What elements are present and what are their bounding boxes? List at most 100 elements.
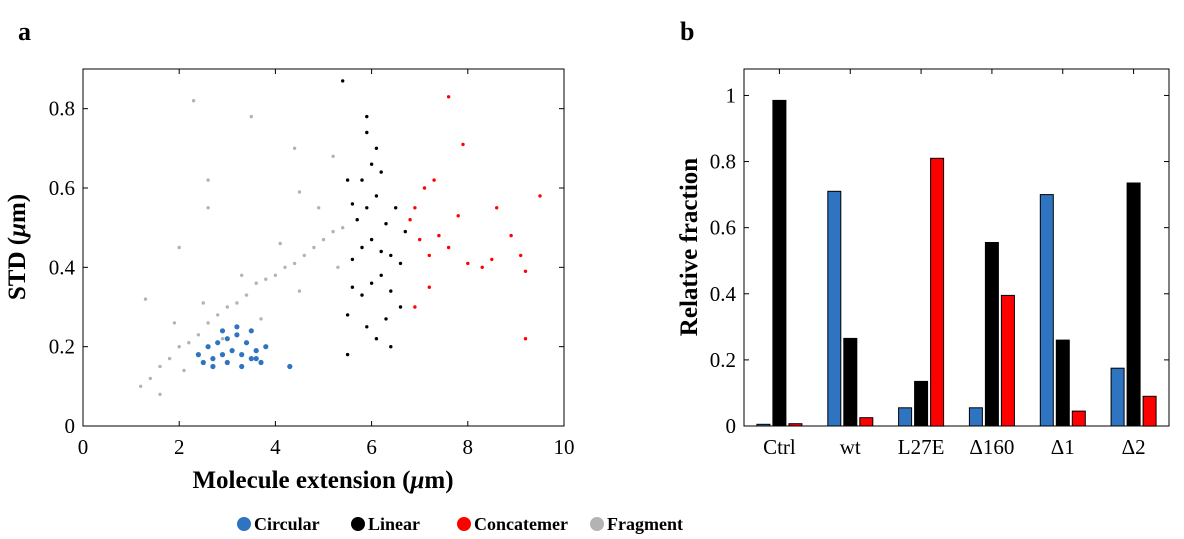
scatter-point-fragment xyxy=(331,229,335,234)
scatter-point-circular xyxy=(239,363,245,370)
scatter-point-linear xyxy=(350,257,355,262)
scatter-point-circular xyxy=(253,348,259,354)
scatter-point-circular xyxy=(234,332,240,338)
scatter-point-fragment xyxy=(220,337,225,341)
scatter-point-fragment xyxy=(317,206,321,210)
scatter-point-circular xyxy=(248,328,254,334)
scatter-y-tick-label: 0.8 xyxy=(49,97,75,121)
scatter-y-tick-label: 0.2 xyxy=(49,335,75,359)
bar-ticks-layer: Ctrl wt L27E Δ160 Δ1 Δ2 0 0.2 0.4 0.6 0.8 1 xyxy=(710,69,1169,459)
scatter-point-linear xyxy=(379,273,383,277)
scatter-point-fragment xyxy=(254,281,258,285)
scatter-point-fragment xyxy=(302,253,306,258)
bar-y-tick-label: 0.6 xyxy=(710,216,736,240)
scatter-point-linear xyxy=(369,237,374,242)
scatter-point-fragment xyxy=(191,99,196,103)
bar-concatemer xyxy=(859,417,874,427)
bar-circular xyxy=(968,407,983,427)
bar-y-tick-label: 0 xyxy=(726,414,737,438)
scatter-point-circular xyxy=(195,352,201,358)
legend-marker-fragment xyxy=(590,517,604,531)
scatter-point-fragment xyxy=(201,301,205,305)
scatter-point-linear xyxy=(355,218,359,222)
scatter-point-circular xyxy=(243,340,250,346)
scatter-point-linear xyxy=(369,281,374,285)
scatter-y-tick-label: 0.4 xyxy=(49,255,76,279)
scatter-point-linear xyxy=(350,202,355,206)
scatter-point-circular xyxy=(234,324,240,330)
bar-category-label: Ctrl xyxy=(763,435,796,459)
scatter-point-concatemer xyxy=(523,269,528,273)
scatter-plot-frame xyxy=(82,68,565,427)
scatter-point-linear xyxy=(369,162,374,166)
scatter-point-concatemer xyxy=(413,305,417,309)
scatter-point-linear xyxy=(398,305,403,309)
bar-rects-layer xyxy=(756,99,1157,427)
scatter-point-fragment xyxy=(297,190,302,194)
scatter-point-concatemer xyxy=(418,237,422,242)
bar-y-tick-label: 0.4 xyxy=(710,282,737,306)
scatter-ticks-layer: 0 2 4 6 8 10 0 0.2 0.4 0.6 0.8 xyxy=(49,69,575,459)
scatter-point-linear xyxy=(360,293,364,297)
scatter-x-title-main: Molecule extension ( xyxy=(192,467,410,494)
scatter-point-linear xyxy=(341,79,345,83)
legend-marker-circular xyxy=(237,517,251,531)
scatter-point-concatemer xyxy=(523,337,528,341)
scatter-point-fragment xyxy=(139,384,143,388)
scatter-y-title-unit: μ xyxy=(4,223,31,239)
scatter-point-concatemer xyxy=(437,233,441,238)
bar-concatemer xyxy=(1071,410,1086,427)
scatter-point-linear xyxy=(384,317,388,321)
scatter-point-concatemer xyxy=(427,285,431,289)
legend-marker-linear xyxy=(351,517,365,531)
scatter-point-concatemer xyxy=(461,142,465,147)
scatter-point-fragment xyxy=(292,146,297,150)
bar-circular xyxy=(756,423,771,427)
scatter-point-linear xyxy=(389,289,393,293)
scatter-point-fragment xyxy=(148,376,152,381)
scatter-point-fragment xyxy=(292,261,297,266)
scatter-point-fragment xyxy=(235,301,239,305)
scatter-y-title-main: STD ( xyxy=(4,237,31,300)
scatter-point-linear xyxy=(345,178,350,182)
scatter-point-fragment xyxy=(182,368,186,373)
bar-circular xyxy=(1039,194,1054,427)
scatter-point-linear xyxy=(345,352,350,357)
bar-category-label: L27E xyxy=(898,435,945,459)
bar-linear xyxy=(914,380,929,427)
scatter-point-fragment xyxy=(312,245,316,250)
scatter-point-concatemer xyxy=(446,245,451,250)
scatter-point-fragment xyxy=(264,277,268,281)
scatter-point-linear xyxy=(374,194,379,198)
scatter-point-concatemer xyxy=(432,178,436,182)
scatter-point-fragment xyxy=(283,265,287,269)
scatter-point-linear xyxy=(365,206,369,210)
scatter-point-linear xyxy=(360,178,364,182)
bar-concatemer xyxy=(1142,395,1157,427)
bar-category-label: Δ1 xyxy=(1051,435,1075,459)
bar-y-tick-label: 0.2 xyxy=(710,348,736,372)
scatter-y-tick-label: 0.6 xyxy=(49,176,75,200)
scatter-point-circular xyxy=(263,344,269,350)
scatter-point-fragment xyxy=(158,392,162,396)
scatter-y-title-end: m) xyxy=(4,194,31,223)
scatter-point-linear xyxy=(350,285,355,289)
scatter-x-tick-label: 4 xyxy=(270,435,281,459)
scatter-point-circular xyxy=(253,356,259,362)
scatter-point-concatemer xyxy=(519,253,523,258)
scatter-point-circular xyxy=(200,359,206,366)
bar-linear xyxy=(843,337,858,427)
scatter-point-fragment xyxy=(278,241,282,246)
scatter-y-tick-label: 0 xyxy=(65,414,76,438)
legend-label-fragment: Fragment xyxy=(607,514,683,534)
scatter-x-tick-label: 10 xyxy=(554,435,575,459)
scatter-point-linear xyxy=(374,337,379,341)
scatter-point-fragment xyxy=(158,364,162,369)
bar-linear xyxy=(772,99,787,427)
scatter-point-linear xyxy=(379,249,383,254)
scatter-point-circular xyxy=(210,363,216,370)
scatter-x-title-end: m) xyxy=(424,467,453,494)
scatter-point-linear xyxy=(398,261,403,266)
scatter-point-linear xyxy=(365,114,369,119)
bar-y-tick-label: 0.8 xyxy=(710,150,736,174)
